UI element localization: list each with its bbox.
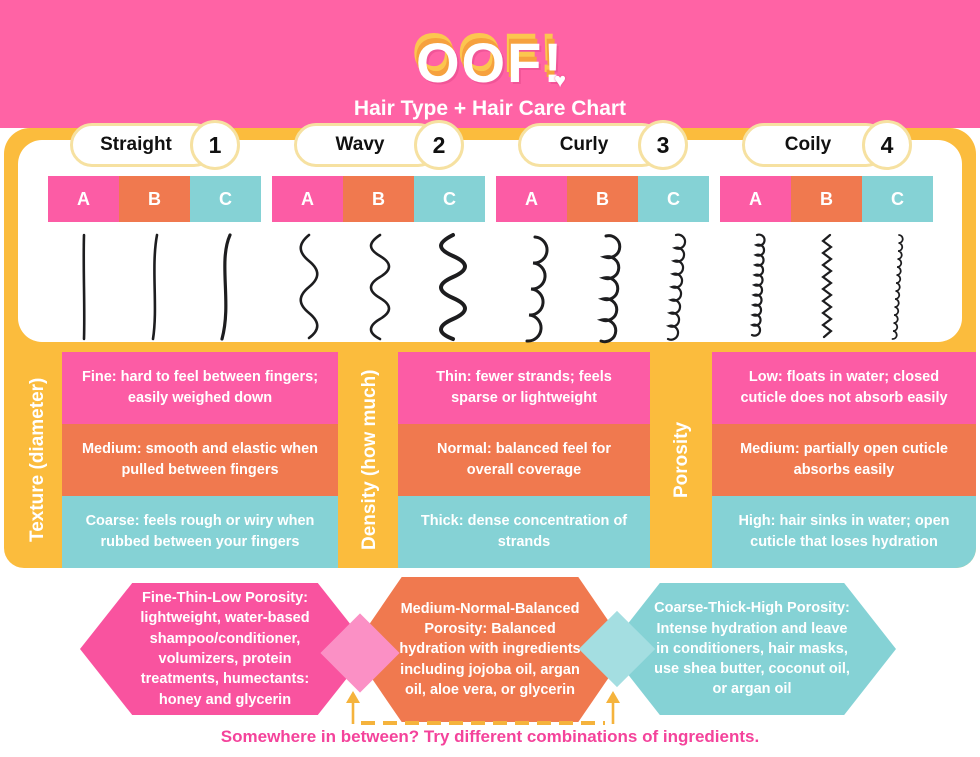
strand-illustrations-curly xyxy=(496,227,709,351)
recommendation-coarse-thick-high: Coarse-Thick-High Porosity: Intense hydr… xyxy=(608,583,896,715)
subtype-label: B xyxy=(820,188,833,209)
subtype-cell-3a: A xyxy=(496,176,567,222)
pill-body: Coily xyxy=(742,123,888,167)
texture-row-coarse: Coarse: feels rough or wiry when rubbed … xyxy=(62,496,338,568)
subtype-label: C xyxy=(443,188,456,209)
subtype-label: C xyxy=(219,188,232,209)
density-row-normal: Normal: balanced feel for overall covera… xyxy=(398,424,650,496)
density-rows: Thin: fewer strands; feels sparse or lig… xyxy=(398,352,650,568)
subtype-label: C xyxy=(667,188,680,209)
porosity-row-high: High: hair sinks in water; open cuticle … xyxy=(712,496,976,568)
hair-type-number-badge: 3 xyxy=(638,120,688,170)
hair-type-pill-curly: Curly 3 xyxy=(518,120,688,172)
subtype-header-row: A B C xyxy=(496,176,709,222)
hair-type-name: Coily xyxy=(784,134,832,155)
header-banner: OOF! ♥ Hair Type + Hair Care Chart xyxy=(0,0,980,128)
subtype-label: A xyxy=(749,188,762,209)
porosity-row-medium: Medium: partially open cuticle absorbs e… xyxy=(712,424,976,496)
hair-type-number-badge: 2 xyxy=(414,120,464,170)
subtype-label: A xyxy=(525,188,538,209)
chart-board: A B C A B C xyxy=(4,128,976,568)
hair-type-pill-coily: Coily 4 xyxy=(742,120,912,172)
hair-type-pill-wavy: Wavy 2 xyxy=(294,120,464,172)
density-row-thick: Thick: dense concentration of strands xyxy=(398,496,650,568)
hair-strand-panel: A B C A B C xyxy=(18,140,962,344)
subtype-label: C xyxy=(891,188,904,209)
subtype-cell-1a: A xyxy=(48,176,119,222)
hair-type-pill-straight: Straight 1 xyxy=(70,120,240,172)
subtype-label: B xyxy=(596,188,609,209)
recommendation-text: Coarse-Thick-High Porosity: Intense hydr… xyxy=(654,600,850,698)
density-row-thin: Thin: fewer strands; feels sparse or lig… xyxy=(398,352,650,424)
hair-type-number-badge: 1 xyxy=(190,120,240,170)
subtype-cell-2b: B xyxy=(343,176,414,222)
hair-strand-2b-icon xyxy=(369,233,390,341)
subtype-cell-1c: C xyxy=(190,176,261,222)
subtype-cell-4a: A xyxy=(720,176,791,222)
heart-icon: ♥ xyxy=(554,70,566,92)
texture-axis-label: Texture (diameter) xyxy=(27,377,48,543)
hair-strand-4c-icon xyxy=(891,234,904,340)
pill-body: Curly xyxy=(518,123,664,167)
hair-strand-3b-icon xyxy=(596,234,621,344)
subtype-label: B xyxy=(148,188,161,209)
hair-strand-2c-icon xyxy=(438,233,467,341)
hair-type-group-wavy: A B C xyxy=(272,176,485,354)
porosity-axis-label: Porosity xyxy=(671,421,692,499)
hair-type-name: Straight xyxy=(100,134,172,155)
hair-type-name: Wavy xyxy=(335,134,385,155)
subtype-cell-3b: B xyxy=(567,176,638,222)
hair-strand-1b-icon xyxy=(151,233,158,341)
hair-type-name: Curly xyxy=(559,134,609,155)
subtype-label: B xyxy=(372,188,385,209)
hair-strand-4a-icon xyxy=(749,233,766,337)
chart-title: Hair Type + Hair Care Chart xyxy=(353,97,627,120)
porosity-row-low: Low: floats in water; closed cuticle doe… xyxy=(712,352,976,424)
hair-type-number-badge: 4 xyxy=(862,120,912,170)
footer-note: Somewhere in between? Try different comb… xyxy=(220,727,760,746)
hair-strand-1c-icon xyxy=(219,233,232,341)
recommendation-medium-normal-balanced: Medium-Normal-Balanced Porosity: Balance… xyxy=(352,577,628,722)
recommendation-text: Medium-Normal-Balanced Porosity: Balance… xyxy=(399,600,581,698)
hair-strand-2a-icon xyxy=(298,233,319,340)
recommendation-fine-thin-low: Fine-Thin-Low Porosity: lightweight, wat… xyxy=(80,583,370,715)
subtype-cell-4b: B xyxy=(791,176,862,222)
subtype-header-row: A B C xyxy=(720,176,933,222)
logo-text: OOF! xyxy=(416,31,564,94)
hair-strand-3c-icon xyxy=(665,233,686,341)
strand-illustrations-straight xyxy=(48,227,261,351)
oof-logo: OOF! ♥ xyxy=(416,30,566,95)
subtype-header-row: A B C xyxy=(272,176,485,222)
hair-type-group-straight: A B C xyxy=(48,176,261,354)
hair-type-group-curly: A B C xyxy=(496,176,709,354)
texture-row-medium: Medium: smooth and elastic when pulled b… xyxy=(62,424,338,496)
texture-rows: Fine: hard to feel between fingers; easi… xyxy=(62,352,338,568)
hair-strand-3a-icon xyxy=(525,235,548,343)
strand-illustrations-wavy xyxy=(272,227,485,351)
strand-illustrations-coily xyxy=(720,227,933,351)
between-arrows-icon xyxy=(346,691,620,725)
subtype-cell-3c: C xyxy=(638,176,709,222)
density-axis-label: Density (how much) xyxy=(359,369,380,551)
subtype-cell-2c: C xyxy=(414,176,485,222)
recommendation-text: Fine-Thin-Low Porosity: lightweight, wat… xyxy=(140,590,310,708)
porosity-rows: Low: floats in water; closed cuticle doe… xyxy=(712,352,976,568)
hair-strand-4b-icon xyxy=(820,233,833,339)
subtype-cell-4c: C xyxy=(862,176,933,222)
hair-type-group-coily: A B C xyxy=(720,176,933,354)
subtype-cell-2a: A xyxy=(272,176,343,222)
subtype-header-row: A B C xyxy=(48,176,261,222)
texture-row-fine: Fine: hard to feel between fingers; easi… xyxy=(62,352,338,424)
subtype-cell-1b: B xyxy=(119,176,190,222)
hair-strand-1a-icon xyxy=(81,233,86,341)
subtype-label: A xyxy=(77,188,90,209)
subtype-label: A xyxy=(301,188,314,209)
